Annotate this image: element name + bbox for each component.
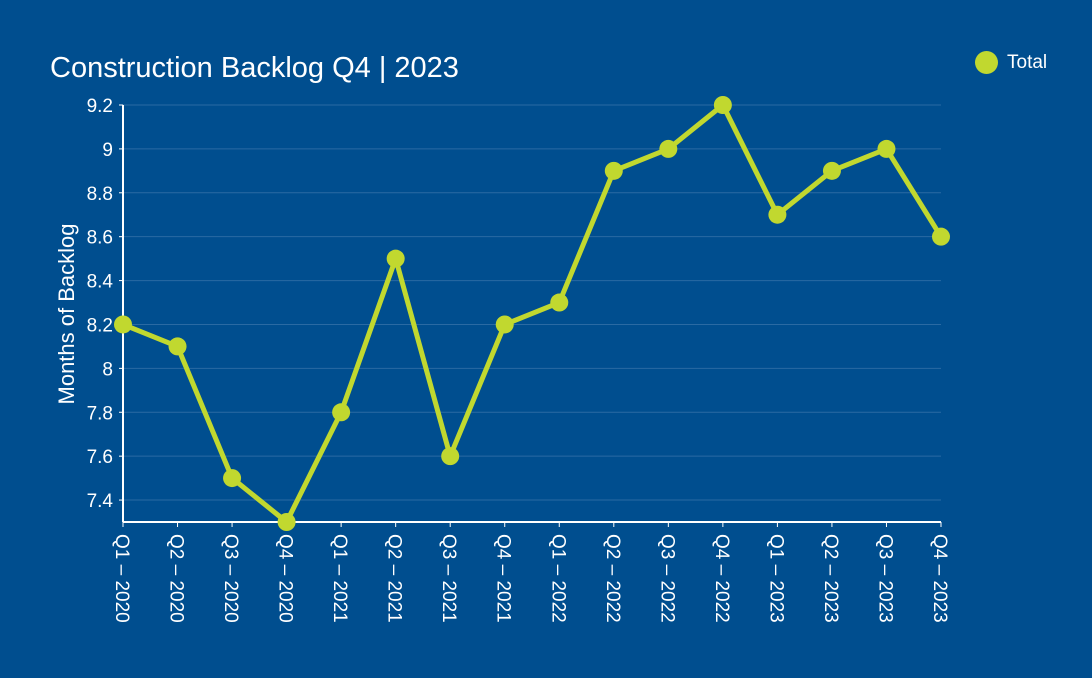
y-tick-label: 9.2	[87, 96, 113, 117]
y-tick-label: 9	[102, 140, 113, 161]
x-tick-label: Q2 – 2021	[384, 534, 405, 623]
x-tick-label: Q4 – 2021	[493, 534, 514, 623]
y-tick-label: 8.4	[87, 272, 114, 293]
data-point[interactable]	[604, 161, 623, 180]
x-tick-label: Q3 – 2022	[656, 534, 677, 623]
data-point[interactable]	[822, 161, 841, 180]
y-tick-labels: 7.4 7.6 7.8 8 8.2 8.4 8.6 8.8 9 9.2	[87, 96, 123, 512]
y-tick-label: 7.6	[87, 447, 113, 468]
y-axis-label: Months of Backlog	[54, 224, 79, 405]
data-point[interactable]	[495, 315, 514, 334]
y-tick-label: 8	[102, 359, 113, 380]
x-tick-label: Q4 – 2022	[711, 534, 732, 623]
x-tick-label: Q1 – 2023	[765, 534, 786, 623]
series-layer	[114, 96, 950, 531]
x-tick-label: Q3 – 2020	[220, 534, 241, 623]
data-point[interactable]	[932, 227, 950, 246]
data-point[interactable]	[114, 315, 132, 334]
legend-marker-icon	[975, 51, 998, 74]
grid-layer	[123, 104, 941, 501]
y-tick-label: 8.6	[87, 228, 113, 249]
x-tick-label: Q3 – 2023	[874, 534, 895, 623]
y-tick-label: 7.8	[87, 403, 113, 424]
legend-label-total: Total	[1007, 51, 1048, 73]
legend: Total	[975, 51, 1047, 74]
x-tick-label: Q2 – 2023	[820, 534, 841, 623]
series-line-total	[122, 102, 944, 525]
data-point[interactable]	[441, 447, 460, 466]
data-point[interactable]	[877, 139, 896, 158]
data-point[interactable]	[713, 96, 732, 114]
x-tick-label: Q1 – 2020	[111, 534, 132, 623]
data-point[interactable]	[659, 139, 678, 158]
y-tick-label: 7.4	[87, 491, 114, 512]
x-tick-label: Q3 – 2021	[438, 534, 459, 623]
data-point[interactable]	[768, 205, 787, 224]
x-tick-label: Q1 – 2021	[329, 534, 350, 623]
data-point[interactable]	[332, 403, 351, 422]
x-tick-labels: Q1 – 2020 Q2 – 2020 Q3 – 2020 Q4 – 2020 Q1 –…	[111, 522, 950, 623]
x-tick-label: Q4 – 2020	[275, 534, 296, 623]
chart-title: Construction Backlog Q4 | 2023	[50, 52, 459, 84]
x-tick-label: Q4 – 2023	[929, 534, 950, 623]
data-point[interactable]	[168, 337, 187, 356]
x-tick-label: Q1 – 2022	[547, 534, 568, 623]
data-point[interactable]	[550, 293, 569, 312]
data-point[interactable]	[386, 249, 405, 268]
y-tick-label: 8.8	[87, 184, 113, 205]
data-point[interactable]	[223, 469, 242, 488]
x-tick-label: Q2 – 2020	[166, 534, 187, 623]
y-tick-label: 8.2	[87, 315, 113, 336]
x-tick-label: Q2 – 2022	[602, 534, 623, 623]
data-point[interactable]	[277, 513, 296, 531]
